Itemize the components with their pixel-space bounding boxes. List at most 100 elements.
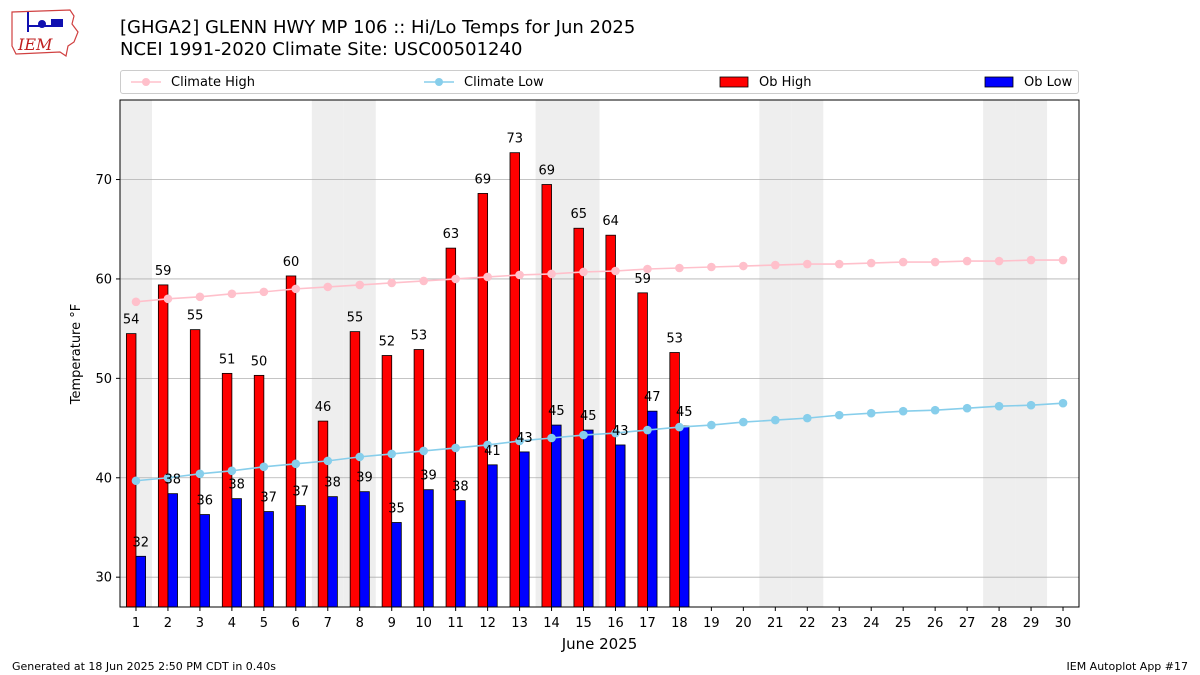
climate-high-point xyxy=(259,287,269,297)
ob-high-bar xyxy=(189,329,201,608)
climate-high-point xyxy=(451,274,460,284)
climate-high-point xyxy=(547,269,556,279)
ob-high-bar xyxy=(381,355,393,608)
ob-low-bar xyxy=(199,514,210,608)
data-labels: 54 59 55 51 50 60 46 55 52 53 63 69 73 69 65 64 59 53 32 38… xyxy=(123,132,693,551)
ob-high-bar xyxy=(285,275,297,608)
climate-low-point xyxy=(387,449,397,459)
climate-low-point xyxy=(898,406,908,416)
ob-low-label: 45 xyxy=(676,405,693,420)
ob-low-label: 47 xyxy=(644,390,661,405)
x-tick-label: 25 xyxy=(895,616,912,631)
x-tick-label: 24 xyxy=(863,616,880,631)
x-tick-label: 30 xyxy=(1055,616,1072,631)
ob-low-label: 36 xyxy=(196,494,213,509)
ob-low-swatch-icon xyxy=(984,76,1014,88)
climate-high-point xyxy=(675,263,684,273)
climate-low-point xyxy=(419,446,428,456)
ob-low-bar xyxy=(327,496,338,608)
climate-high-point xyxy=(1058,255,1068,265)
climate-low-point xyxy=(834,410,844,420)
ob-low-bar xyxy=(679,425,690,608)
climate-low-point xyxy=(355,452,365,462)
climate-high-point xyxy=(227,289,237,299)
app-note: IEM Autoplot App #17 xyxy=(1066,660,1189,673)
climate-high-point xyxy=(802,259,812,269)
ob-low-bar xyxy=(263,511,274,608)
climate-high-point xyxy=(195,292,205,302)
climate-high-point xyxy=(387,278,397,288)
climate-high-point xyxy=(131,297,141,307)
x-tick-label: 3 xyxy=(196,616,204,631)
ob-low-bar xyxy=(295,505,306,608)
ob-low-label: 37 xyxy=(292,485,309,500)
ob-low-label: 45 xyxy=(548,404,565,419)
climate-low-point xyxy=(994,401,1004,411)
ob-low-bar xyxy=(135,555,146,608)
ob-low-label: 45 xyxy=(580,409,597,424)
x-tick-label: 11 xyxy=(447,616,464,631)
ob-high-label: 53 xyxy=(666,332,683,347)
legend-item-climate-high: Climate High xyxy=(131,71,255,93)
x-tick-label: 17 xyxy=(639,616,656,631)
x-tick-label: 28 xyxy=(991,616,1008,631)
y-tick-label: 40 xyxy=(95,471,112,486)
ob-high-bar xyxy=(157,284,169,608)
climate-low-point xyxy=(1058,398,1068,408)
ob-low-label: 38 xyxy=(164,473,181,488)
ob-high-label: 69 xyxy=(475,172,492,187)
ob-low-label: 38 xyxy=(452,480,469,495)
ob-low-label: 43 xyxy=(612,424,629,439)
legend-item-climate-low: Climate Low xyxy=(424,71,544,93)
weekend-shade xyxy=(791,100,824,607)
ob-high-label: 64 xyxy=(602,214,619,229)
x-tick-label: 29 xyxy=(1023,616,1040,631)
ob-high-bar xyxy=(445,247,457,608)
weekend-shade xyxy=(759,100,792,607)
climate-high-point xyxy=(355,280,365,290)
generated-note: Generated at 18 Jun 2025 2:50 PM CDT in … xyxy=(12,660,277,673)
x-tick-label: 20 xyxy=(735,616,752,631)
x-tick-label: 4 xyxy=(228,616,236,631)
logo-text: IEM xyxy=(17,35,53,54)
ob-low-bar xyxy=(455,500,466,608)
ob-high-bar xyxy=(605,234,616,608)
ob-low-bar xyxy=(583,429,594,608)
climate-high-point xyxy=(579,267,588,277)
climate-high-point xyxy=(707,262,716,272)
climate-low-point xyxy=(131,476,141,486)
y-tick-label: 60 xyxy=(95,272,112,287)
x-tick-label: 21 xyxy=(767,616,784,631)
x-tick-label: 10 xyxy=(415,616,432,631)
climate-high-point xyxy=(739,261,748,271)
climate-low-point xyxy=(227,466,237,476)
climate-high-point xyxy=(994,256,1004,266)
climate-low-point xyxy=(675,422,684,432)
climate-high-point xyxy=(643,264,652,274)
ob-high-label: 46 xyxy=(315,400,332,415)
climate-high-point xyxy=(291,284,301,294)
x-tick-label: 16 xyxy=(607,616,624,631)
legend-label: Ob High xyxy=(759,74,812,90)
climate-low-line-icon xyxy=(424,78,454,86)
ob-high-bar xyxy=(669,352,680,608)
climate-lines xyxy=(131,255,1068,486)
x-tick-label: 8 xyxy=(356,616,364,631)
ob-low-bar xyxy=(359,491,370,608)
legend-item-ob-high: Ob High xyxy=(719,71,812,93)
ob-low-label: 39 xyxy=(356,471,373,486)
legend-item-ob-low: Ob Low xyxy=(984,71,1072,93)
plot-frame xyxy=(119,99,1080,608)
ob-high-label: 65 xyxy=(570,207,587,222)
climate-low-point xyxy=(547,433,556,443)
ob-high-label: 55 xyxy=(347,311,364,326)
x-tick-label: 5 xyxy=(260,616,268,631)
climate-low-point xyxy=(515,436,524,446)
ob-high-label: 59 xyxy=(634,272,651,287)
ob-high-bar xyxy=(509,152,520,608)
ob-low-label: 37 xyxy=(260,491,277,506)
climate-high-point xyxy=(419,276,428,286)
ob-low-bar xyxy=(615,444,626,608)
